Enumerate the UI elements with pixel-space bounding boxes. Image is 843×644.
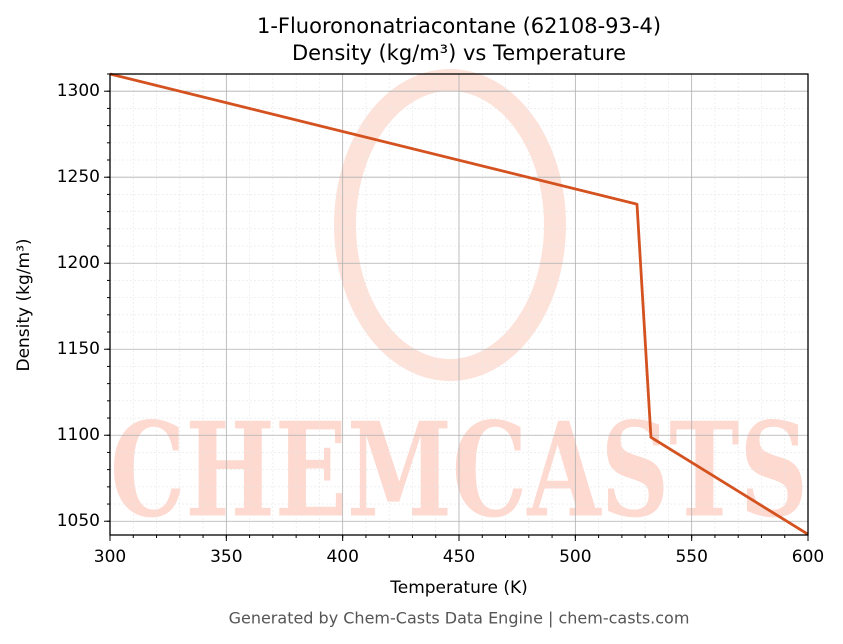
x-tick-label: 450 xyxy=(443,547,475,567)
x-tick-label: 550 xyxy=(675,547,707,567)
y-tick-label: 1200 xyxy=(57,253,100,273)
y-tick-label: 1100 xyxy=(57,425,100,445)
x-tick-label: 500 xyxy=(559,547,591,567)
y-tick-label: 1150 xyxy=(57,339,100,359)
y-axis-label: Density (kg/m³) xyxy=(14,238,34,371)
x-axis-label: Temperature (K) xyxy=(389,578,528,598)
y-tick-label: 1050 xyxy=(57,511,100,531)
chart-subtitle: Density (kg/m³) vs Temperature xyxy=(292,41,626,65)
y-tick-label: 1300 xyxy=(57,81,100,101)
x-tick-label: 300 xyxy=(94,547,126,567)
chart-title: 1-Fluorononatriacontane (62108-93-4) xyxy=(257,14,661,38)
x-tick-label: 400 xyxy=(326,547,358,567)
watermark-logo xyxy=(334,69,566,381)
y-tick-label: 1250 xyxy=(57,167,100,187)
data-line xyxy=(109,72,809,536)
x-tick-label: 600 xyxy=(792,547,824,567)
x-tick-label: 350 xyxy=(210,547,242,567)
footer: Generated by Chem-Casts Data Engine | ch… xyxy=(229,609,690,628)
